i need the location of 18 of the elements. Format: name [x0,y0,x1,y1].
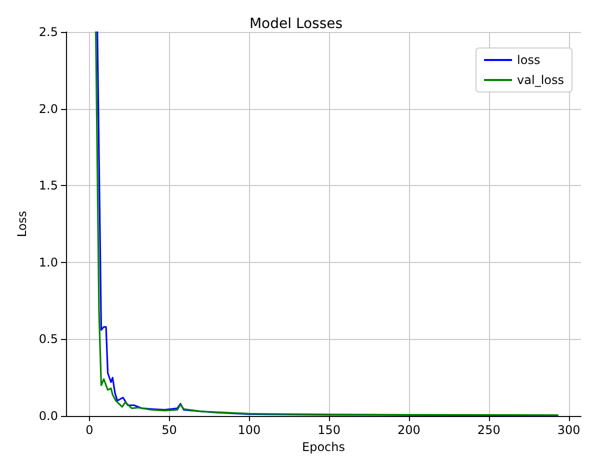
x-tick-label: 50 [162,423,177,437]
x-tick-label: 250 [477,423,500,437]
legend-label: loss [517,53,540,67]
y-tick-label: 0.5 [38,332,58,346]
x-axis-title: Epochs [302,440,345,454]
y-tick-label: 0.0 [38,409,58,423]
legend-label: val_loss [517,73,564,87]
x-tick-label: 150 [318,423,341,437]
y-tick-label: 1.5 [38,178,58,193]
x-tick-label: 200 [398,423,420,437]
x-tick-label: 100 [238,423,261,437]
y-tick-label: 1.0 [38,255,58,270]
x-tick-label: 0 [86,423,94,437]
y-tick-label: 2.0 [38,102,58,116]
y-tick-label: 2.5 [38,25,58,39]
chart-title: Model Losses [249,16,343,32]
y-axis-title: Loss [15,210,29,238]
x-tick-label: 300 [557,423,580,437]
